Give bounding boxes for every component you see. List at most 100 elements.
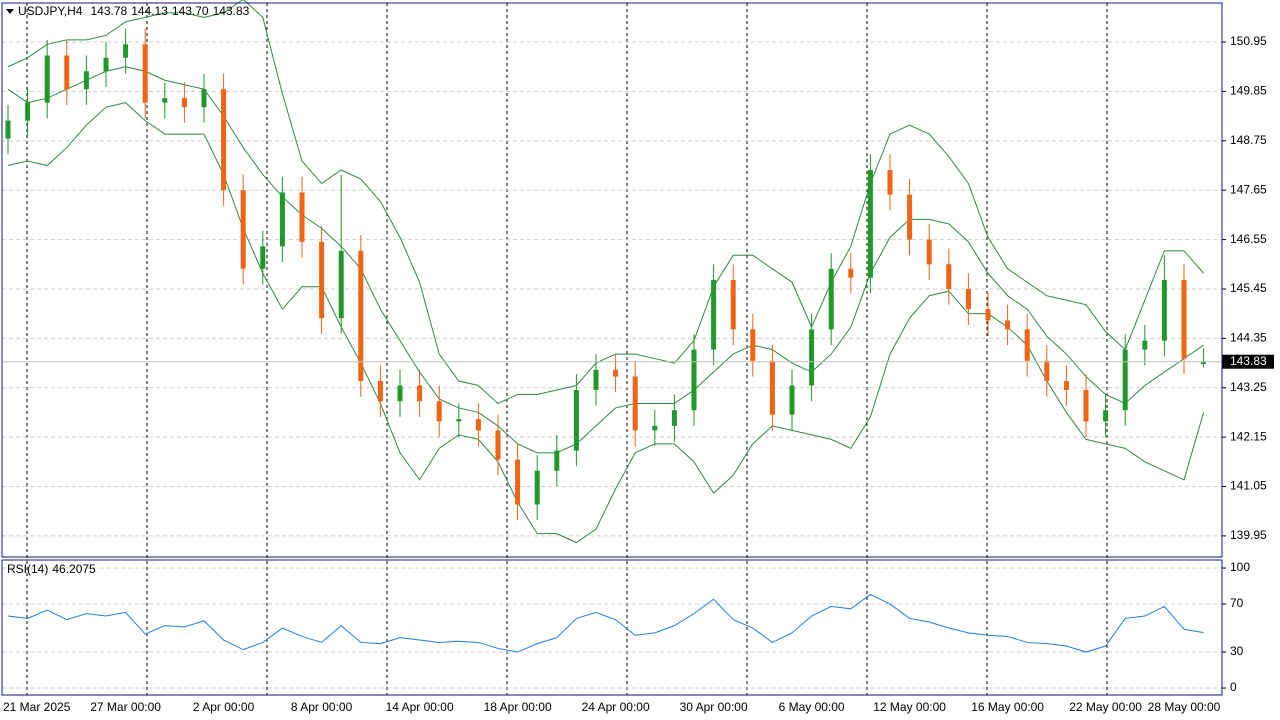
y-tick-label: 100	[1230, 560, 1250, 574]
ohlc-value: 143.70	[172, 4, 209, 18]
candle-body	[789, 385, 795, 415]
x-tick-label: 14 Apr 00:00	[386, 700, 454, 714]
candle-body	[946, 264, 952, 289]
y-tick-label: 139.95	[1230, 528, 1267, 542]
candle-body	[1005, 320, 1011, 330]
candle-body	[985, 309, 991, 321]
y-tick-label: 0	[1230, 680, 1237, 694]
candle-body	[515, 459, 521, 505]
candle-body	[1024, 329, 1030, 361]
candle-body	[1181, 280, 1187, 359]
candle-body	[495, 430, 501, 460]
candle-body	[475, 419, 481, 431]
y-tick-label: 145.45	[1230, 281, 1267, 295]
candle-body	[358, 250, 364, 382]
y-tick-label: 70	[1230, 596, 1244, 610]
y-tick-label: 143.25	[1230, 380, 1267, 394]
candle-body	[5, 120, 11, 139]
candle-body	[769, 360, 775, 415]
candle-body	[887, 170, 893, 195]
y-tick-label: 141.05	[1230, 479, 1267, 493]
candle-body	[1063, 381, 1069, 390]
candle-body	[1083, 389, 1089, 422]
y-tick-label: 144.35	[1230, 331, 1267, 345]
candle-body	[750, 329, 756, 361]
y-tick-label: 147.65	[1230, 182, 1267, 196]
candle-body	[260, 246, 266, 269]
candle-body	[44, 55, 50, 103]
x-tick-label: 27 Mar 00:00	[90, 700, 161, 714]
candle-body	[397, 385, 403, 402]
candle-body	[1103, 410, 1109, 422]
candle-body	[907, 194, 913, 240]
candle-body	[377, 381, 383, 402]
candle-body	[83, 71, 89, 90]
y-tick-label: 150.95	[1230, 34, 1267, 48]
candle-body	[809, 329, 815, 386]
ohlc-value: 143.78	[90, 4, 127, 18]
x-tick-label: 12 May 00:00	[873, 700, 946, 714]
candle-body	[221, 89, 227, 191]
y-tick-label: 30	[1230, 644, 1244, 658]
candle-body	[25, 102, 31, 121]
candle-body	[828, 268, 834, 330]
ohlc-value: 143.83	[213, 4, 250, 18]
candle-body	[652, 425, 658, 431]
candle-body	[926, 239, 932, 265]
symbol: USDJPY,H4	[18, 4, 83, 18]
pane-frame	[1, 2, 1223, 558]
ohlc-value: 144.13	[131, 4, 168, 18]
candle-body	[162, 98, 168, 103]
indicator-name: RSI(14)	[7, 562, 48, 576]
y-tick-label: 149.85	[1230, 84, 1267, 98]
x-tick-label: 8 Apr 00:00	[291, 700, 353, 714]
candle-body	[554, 450, 560, 471]
candle-body	[1161, 280, 1167, 341]
candle-body	[593, 369, 599, 390]
candle-body	[1201, 361, 1207, 364]
y-tick-label: 142.15	[1230, 429, 1267, 443]
rsi-line	[7, 593, 1204, 653]
candle-body	[867, 170, 873, 278]
x-tick-label: 16 May 00:00	[971, 700, 1044, 714]
x-tick-label: 30 Apr 00:00	[680, 700, 748, 714]
candle-body	[573, 389, 579, 451]
price-tag	[1222, 354, 1274, 369]
candle-body	[201, 89, 207, 108]
candle-body	[848, 268, 854, 278]
candle-body	[691, 349, 697, 411]
candle-body	[730, 280, 736, 330]
menu-arrow[interactable]	[6, 9, 14, 14]
x-tick-label: 21 Mar 2025	[3, 700, 71, 714]
candle-body	[456, 419, 462, 422]
candle-body	[319, 241, 325, 319]
x-tick-label: 28 May 00:00	[1148, 700, 1221, 714]
candle-body	[64, 55, 70, 90]
candle-body	[181, 98, 187, 108]
pane-frame	[1, 559, 1223, 696]
candle-body	[142, 44, 148, 103]
candle-body	[338, 250, 344, 319]
x-tick-label: 24 Apr 00:00	[582, 700, 650, 714]
candle-body	[1044, 360, 1050, 382]
candle-body	[965, 288, 971, 310]
candle-body	[632, 376, 638, 431]
candle-body	[436, 401, 442, 422]
candle-body	[1142, 340, 1148, 350]
y-tick-label: 148.75	[1230, 133, 1267, 147]
y-tick-label: 146.55	[1230, 232, 1267, 246]
candle-body	[123, 44, 129, 58]
indicator-value: 46.2075	[52, 562, 96, 576]
x-tick-label: 6 May 00:00	[779, 700, 845, 714]
candle-body	[240, 190, 246, 269]
candle-body	[1122, 349, 1128, 411]
bollinger-upper	[7, 0, 1204, 405]
day-separators	[26, 3, 1108, 695]
candle-body	[103, 57, 109, 72]
candle-body	[299, 192, 305, 242]
bollinger-middle	[7, 66, 1204, 454]
candle-body	[417, 385, 423, 402]
